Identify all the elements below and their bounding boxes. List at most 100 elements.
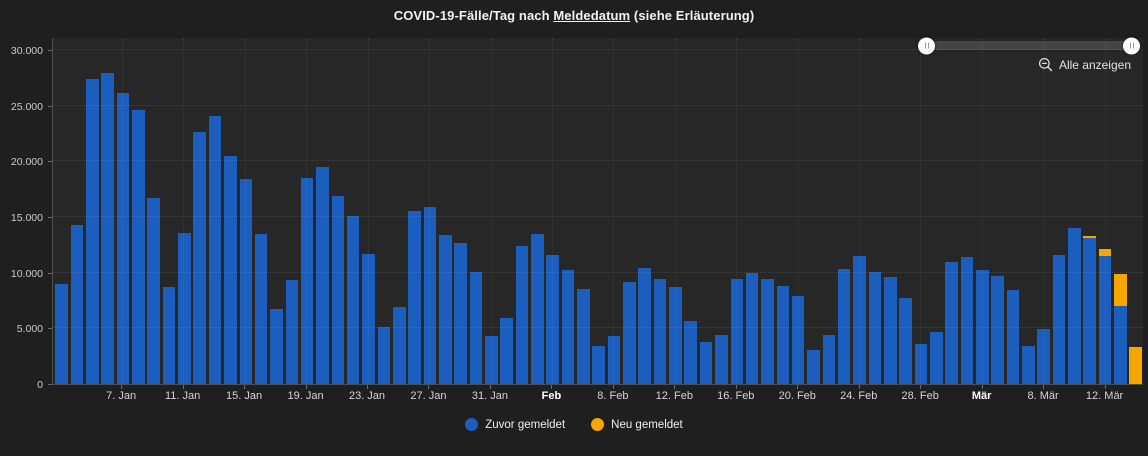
bar-segment-previous[interactable] xyxy=(132,110,145,384)
bar-segment-previous[interactable] xyxy=(438,234,452,384)
bar-segment-previous[interactable] xyxy=(1114,306,1127,384)
bar-segment-previous[interactable] xyxy=(776,286,790,384)
bar-segment-previous[interactable] xyxy=(86,78,99,384)
bar-segment-previous[interactable] xyxy=(147,198,161,384)
x-axis-label: 20. Feb xyxy=(778,390,816,402)
bar-segment-previous[interactable] xyxy=(162,287,176,384)
bar-segment-previous[interactable] xyxy=(208,115,222,384)
bar-slot xyxy=(883,38,898,384)
bar-segment-previous[interactable] xyxy=(1022,346,1035,384)
bar-segment-previous[interactable] xyxy=(684,320,698,384)
bar-slot xyxy=(438,38,453,384)
bar-segment-previous[interactable] xyxy=(669,287,682,384)
bar-segment-previous[interactable] xyxy=(1068,228,1081,384)
bar-slot xyxy=(606,38,621,384)
bar-segment-previous[interactable] xyxy=(592,346,605,384)
slider-handle-left[interactable] xyxy=(918,37,935,54)
x-axis-tick xyxy=(1043,385,1045,389)
bar-segment-previous[interactable] xyxy=(945,261,958,384)
slider-handle-right[interactable] xyxy=(1123,37,1140,54)
bar-segment-previous[interactable] xyxy=(715,335,728,384)
x-axis-label: 12. Mär xyxy=(1085,390,1124,402)
bar-segment-previous[interactable] xyxy=(515,245,529,384)
bar-segment-previous[interactable] xyxy=(331,195,345,384)
x-axis-tick xyxy=(858,385,860,389)
bar-segment-previous[interactable] xyxy=(899,298,912,384)
title-link[interactable]: Meldedatum xyxy=(553,7,631,23)
bar-segment-previous[interactable] xyxy=(423,206,437,384)
bar-segment-new[interactable] xyxy=(1083,235,1096,239)
bar-segment-previous[interactable] xyxy=(868,271,882,384)
y-axis-label: 5.000 xyxy=(16,323,43,336)
bar-segment-previous[interactable] xyxy=(531,233,544,384)
bar-segment-previous[interactable] xyxy=(485,336,498,384)
bar-segment-previous[interactable] xyxy=(653,279,667,384)
legend: Zuvor gemeldet Neu gemeldet xyxy=(0,418,1148,431)
bar-segment-previous[interactable] xyxy=(1083,238,1096,384)
bar-segment-previous[interactable] xyxy=(561,270,575,384)
bar-segment-previous[interactable] xyxy=(1098,255,1112,384)
slider-track[interactable] xyxy=(920,41,1138,50)
bar-segment-previous[interactable] xyxy=(623,281,636,384)
bar-segment-previous[interactable] xyxy=(1037,329,1050,384)
bar-segment-previous[interactable] xyxy=(607,336,621,384)
bar-segment-previous[interactable] xyxy=(807,349,820,384)
bar-segment-new[interactable] xyxy=(1129,347,1143,384)
range-slider[interactable] xyxy=(918,37,1140,54)
bar-segment-new[interactable] xyxy=(1098,249,1112,256)
bar-segment-previous[interactable] xyxy=(300,178,314,384)
bar-segment-previous[interactable] xyxy=(638,268,652,384)
bar-segment-previous[interactable] xyxy=(55,283,68,384)
bar-segment-previous[interactable] xyxy=(883,277,897,384)
bar-segment-previous[interactable] xyxy=(239,179,253,384)
bar-segment-previous[interactable] xyxy=(699,341,713,384)
bar-segment-previous[interactable] xyxy=(469,271,483,384)
bar-segment-previous[interactable] xyxy=(577,289,590,384)
bar-segment-previous[interactable] xyxy=(976,270,989,384)
bar-segment-previous[interactable] xyxy=(745,272,759,384)
bar-segment-previous[interactable] xyxy=(193,132,207,384)
bar-segment-previous[interactable] xyxy=(362,253,375,384)
bar-segment-previous[interactable] xyxy=(116,93,130,384)
bar-slot xyxy=(1051,38,1066,384)
bar-segment-previous[interactable] xyxy=(408,211,421,384)
reset-zoom-button[interactable]: Alle anzeigen xyxy=(1038,57,1131,72)
bar-segment-previous[interactable] xyxy=(285,280,299,384)
bar-segment-previous[interactable] xyxy=(546,254,559,384)
bar-slot xyxy=(729,38,744,384)
bar-slot xyxy=(468,38,483,384)
bar-slot xyxy=(591,38,606,384)
bar-segment-previous[interactable] xyxy=(837,269,851,384)
bar-segment-previous[interactable] xyxy=(70,224,84,384)
legend-item-previous: Zuvor gemeldet xyxy=(465,418,565,431)
title-bar: COVID-19-Fälle/Tag nach Meldedatum (sieh… xyxy=(0,0,1148,30)
bar-segment-previous[interactable] xyxy=(791,296,805,384)
bar-segment-previous[interactable] xyxy=(500,318,513,384)
bar-segment-previous[interactable] xyxy=(730,279,744,384)
bar-segment-previous[interactable] xyxy=(224,155,237,384)
x-axis-tick xyxy=(1104,385,1106,389)
bar-segment-previous[interactable] xyxy=(1052,254,1066,384)
bar-segment-previous[interactable] xyxy=(761,279,774,384)
bar-segment-previous[interactable] xyxy=(1006,290,1020,384)
bar-segment-previous[interactable] xyxy=(254,233,268,384)
bar-segment-previous[interactable] xyxy=(991,276,1004,384)
bar-segment-previous[interactable] xyxy=(960,257,974,384)
bar-segment-new[interactable] xyxy=(1114,273,1127,307)
bar-segment-previous[interactable] xyxy=(316,166,329,384)
bar-segment-previous[interactable] xyxy=(270,309,283,384)
bar-segment-previous[interactable] xyxy=(377,327,391,384)
bar-segment-previous[interactable] xyxy=(914,343,928,384)
bar-segment-previous[interactable] xyxy=(929,331,943,384)
bar-segment-previous[interactable] xyxy=(822,335,836,384)
bar-segment-previous[interactable] xyxy=(346,215,360,384)
bar-slot xyxy=(131,38,146,384)
bar-segment-previous[interactable] xyxy=(853,255,866,384)
bar-segment-previous[interactable] xyxy=(178,232,191,384)
x-axis-tick xyxy=(612,385,614,389)
bar-segment-previous[interactable] xyxy=(101,73,114,384)
x-axis-tick xyxy=(674,385,676,389)
bar-slot xyxy=(975,38,990,384)
bar-segment-previous[interactable] xyxy=(392,307,406,384)
bar-segment-previous[interactable] xyxy=(454,242,467,384)
